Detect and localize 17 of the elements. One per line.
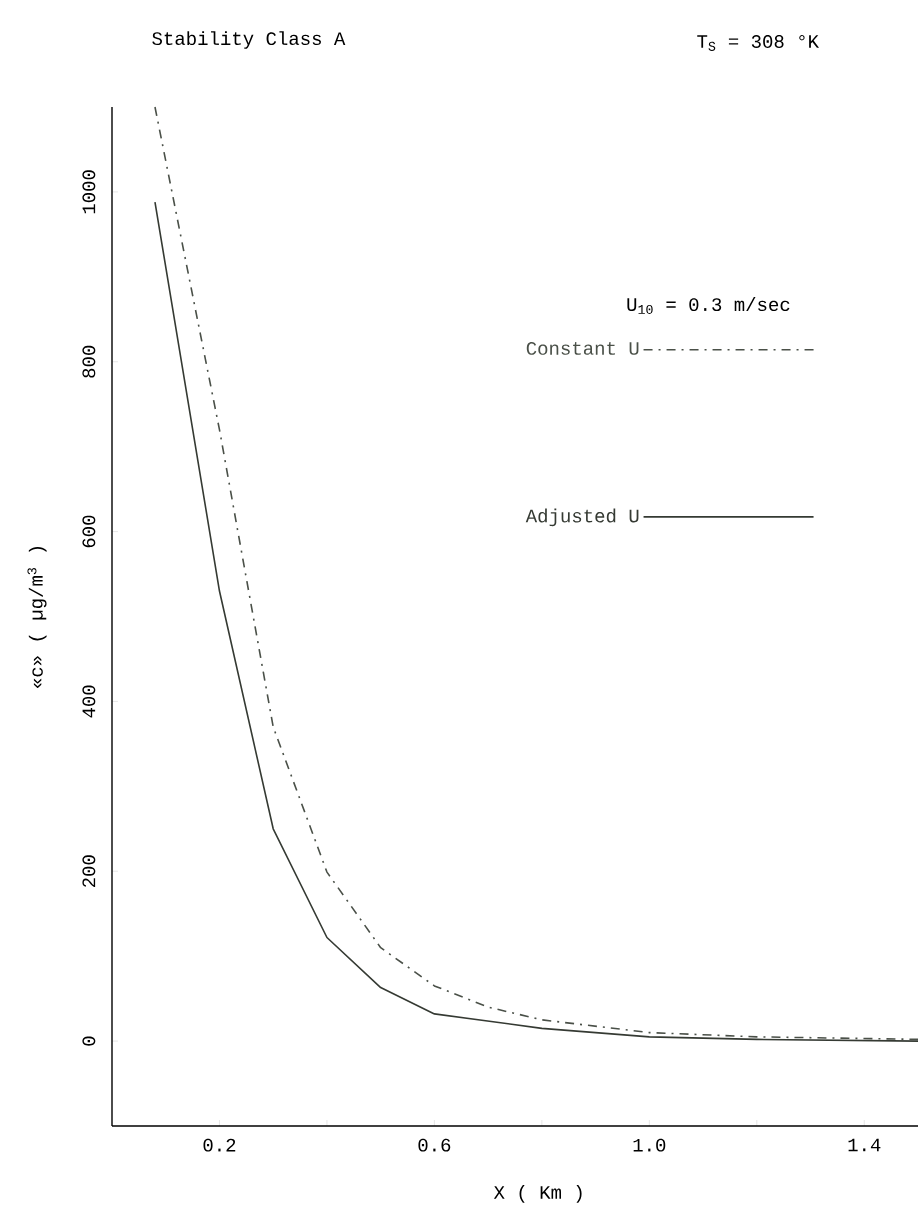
x-tick-label: 1.0 xyxy=(633,1138,666,1152)
chart-title: Stability Class A xyxy=(152,31,346,49)
y-tick-label: 400 xyxy=(82,685,96,718)
x-axis-title: X ( Km ) xyxy=(493,1185,582,1203)
x-tick-label: 0.2 xyxy=(203,1138,236,1152)
y-axis-title: «c» ( µg/m$^{3}$ ) xyxy=(27,547,47,688)
y-tick-label: 200 xyxy=(82,855,96,888)
y-tick-label: 0 xyxy=(82,1036,96,1046)
x-tick-label: 0.6 xyxy=(418,1138,451,1152)
y-tick-label: 600 xyxy=(82,515,96,548)
y-tick-label: 1000 xyxy=(82,170,96,214)
text: T$_{S}$ = 308 °K xyxy=(697,35,820,51)
text: Adjusted U xyxy=(525,508,639,527)
legend-title: U$_{10}$ = 0.3 m/sec xyxy=(627,297,790,314)
text: Constant U xyxy=(526,341,639,355)
x-tick-label: 1.4 xyxy=(848,1138,881,1152)
y-tick-label: 800 xyxy=(82,345,96,378)
